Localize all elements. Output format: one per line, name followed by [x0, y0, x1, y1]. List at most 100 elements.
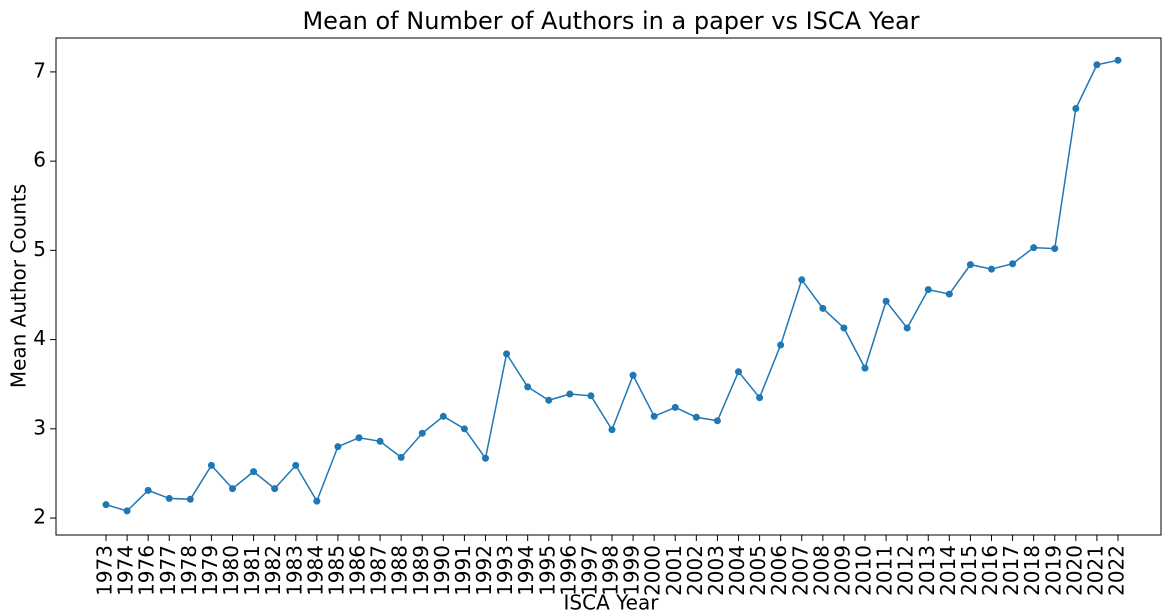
data-point: [587, 392, 595, 400]
data-point: [1114, 56, 1122, 64]
x-tick-label: 1998: [599, 545, 623, 596]
x-tick-label: 2004: [725, 545, 749, 596]
data-point: [524, 383, 532, 391]
x-tick-label: 1993: [493, 545, 517, 596]
plot-frame: [55, 37, 1162, 536]
data-point: [1051, 245, 1059, 253]
data-point: [271, 485, 279, 493]
x-tick-label: 1990: [430, 545, 454, 596]
x-tick-label: 2003: [704, 545, 728, 596]
data-point: [966, 261, 974, 269]
data-point: [629, 371, 637, 379]
data-point: [861, 364, 869, 372]
x-tick-label: 1994: [514, 545, 538, 596]
x-tick-label: 2005: [746, 545, 770, 596]
x-tick-label: 2008: [809, 545, 833, 596]
data-point: [123, 507, 131, 515]
data-point: [355, 434, 363, 442]
data-point: [671, 403, 679, 411]
x-tick-label: 1989: [409, 545, 433, 596]
x-tick-label: 2019: [1041, 545, 1065, 596]
data-point: [819, 304, 827, 312]
data-point: [397, 453, 405, 461]
x-tick-label: 1991: [451, 545, 475, 596]
x-tick-label: 1973: [93, 545, 117, 596]
data-point: [1030, 244, 1038, 252]
data-point: [945, 290, 953, 298]
data-point: [735, 368, 742, 376]
data-point: [102, 501, 110, 509]
x-tick-label: 2010: [852, 545, 876, 596]
data-point: [460, 425, 468, 433]
data-point: [692, 413, 700, 421]
data-point: [1009, 260, 1017, 268]
x-tick-label: 2014: [936, 545, 960, 596]
x-tick-label: 1980: [219, 545, 243, 596]
x-tick-label: 2018: [1020, 545, 1044, 596]
x-tick-label: 1985: [324, 545, 348, 596]
x-tick-label: 1977: [156, 545, 180, 596]
data-point: [482, 454, 489, 462]
x-tick-label: 2002: [683, 545, 707, 596]
data-point: [988, 265, 995, 273]
data-point: [292, 461, 300, 469]
x-tick-label: 2009: [830, 545, 854, 596]
x-tick-label: 2012: [894, 545, 918, 596]
x-tick-label: 2015: [957, 545, 981, 596]
x-tick-label: 1984: [303, 545, 327, 596]
data-point: [650, 412, 658, 420]
x-tick-label: 1992: [472, 545, 496, 596]
y-tick-label: 7: [33, 58, 46, 82]
chart-title: Mean of Number of Authors in a paper vs …: [302, 7, 919, 35]
x-tick-label: 1986: [346, 545, 370, 596]
data-point: [250, 468, 258, 476]
x-tick-label: 2016: [978, 545, 1002, 596]
data-point: [186, 495, 194, 503]
data-point: [882, 297, 890, 305]
x-tick-label: 1979: [198, 545, 222, 596]
x-tick-label: 2006: [767, 545, 791, 596]
data-point: [144, 486, 152, 494]
x-tick-label: 1987: [367, 545, 391, 596]
data-point: [713, 417, 721, 425]
data-point: [165, 494, 173, 502]
x-tick-label: 2007: [788, 545, 812, 596]
x-tick-label: 1981: [240, 545, 264, 596]
x-tick-label: 2017: [999, 545, 1023, 596]
data-point: [903, 324, 911, 332]
data-point: [756, 394, 764, 402]
x-tick-label: 1996: [556, 545, 580, 596]
x-tick-label: 1983: [282, 545, 306, 596]
x-axis-label: ISCA Year: [564, 591, 660, 614]
data-point: [545, 396, 553, 404]
x-tick-label: 1997: [577, 545, 601, 596]
x-tick-label: 1988: [388, 545, 412, 596]
data-point: [840, 324, 848, 332]
data-point: [313, 497, 321, 505]
y-axis-label: Mean Author Counts: [7, 184, 31, 388]
y-tick-label: 5: [33, 237, 46, 261]
x-tick-label: 2000: [641, 545, 665, 596]
data-point: [608, 426, 616, 434]
data-point: [777, 341, 785, 349]
data-point: [924, 286, 932, 294]
x-tick-label: 1976: [135, 545, 159, 596]
data-point: [229, 485, 236, 493]
x-tick-label: 2001: [662, 545, 686, 596]
data-point: [503, 350, 511, 358]
data-point: [207, 461, 215, 469]
data-line: [105, 59, 1119, 512]
x-tick-label: 2013: [915, 545, 939, 596]
y-tick-label: 4: [33, 326, 46, 350]
x-tick-label: 1978: [177, 545, 201, 596]
x-tick-label: 2020: [1062, 545, 1086, 596]
x-tick-label: 1999: [620, 545, 644, 596]
data-point: [1093, 61, 1101, 69]
data-point: [439, 412, 447, 420]
data-point: [334, 443, 342, 451]
x-tick-label: 1995: [535, 545, 559, 596]
data-point: [418, 429, 426, 437]
y-tick-label: 3: [33, 415, 46, 439]
x-tick-label: 2022: [1105, 545, 1129, 596]
